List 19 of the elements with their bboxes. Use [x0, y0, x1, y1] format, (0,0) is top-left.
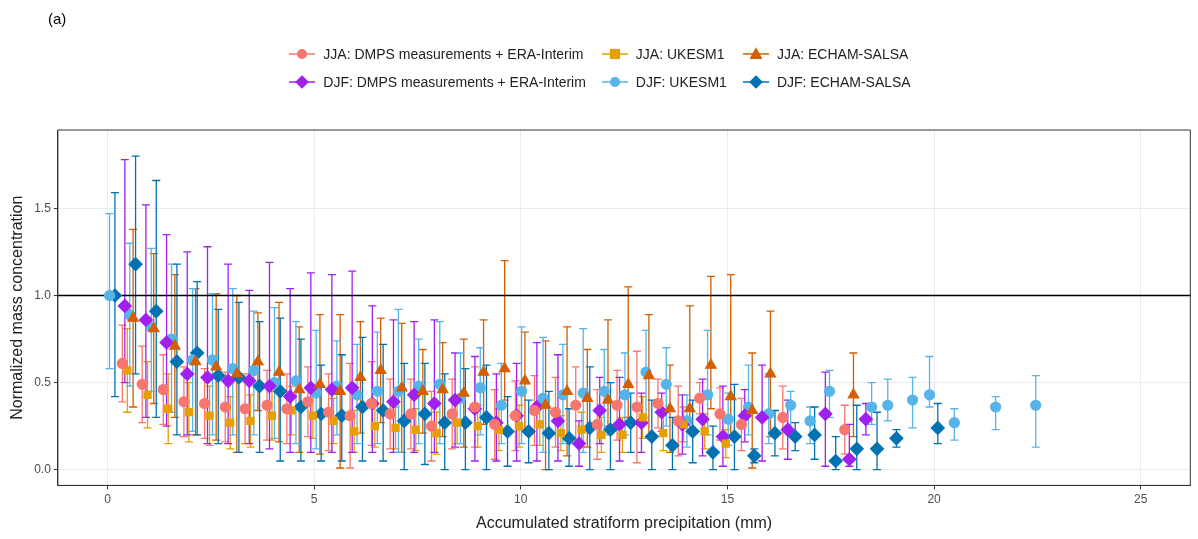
y-tick-label: 0.5: [34, 374, 52, 389]
legend-label: JJA: DMPS measurements + ERA-Interim: [323, 46, 584, 62]
legend-label: JJA: UKESM1: [635, 46, 725, 62]
x-tick-label: 25: [1134, 491, 1148, 506]
x-tick-label: 20: [927, 491, 942, 506]
x-tick-label: 5: [310, 491, 318, 506]
x-tick-label: 15: [720, 491, 735, 506]
legend-label: DJF: ECHAM-SALSA: [776, 74, 911, 90]
x-tick-label: 0: [104, 491, 112, 506]
chart-title: (a): [48, 10, 67, 27]
x-tick-label: 10: [514, 491, 528, 506]
x-axis-title: Accumulated stratiform precipitation (mm): [476, 513, 773, 531]
legend-label: JJA: ECHAM-SALSA: [776, 46, 909, 62]
y-axis-title: Normalized mass concentration: [8, 195, 26, 420]
legend-label: DJF: UKESM1: [635, 74, 727, 90]
y-tick-label: 0.0: [34, 462, 52, 477]
y-tick-label: 1.0: [34, 287, 52, 302]
legend-label: DJF: DMPS measurements + ERA-Interim: [323, 74, 586, 90]
y-tick-label: 1.5: [34, 200, 52, 215]
